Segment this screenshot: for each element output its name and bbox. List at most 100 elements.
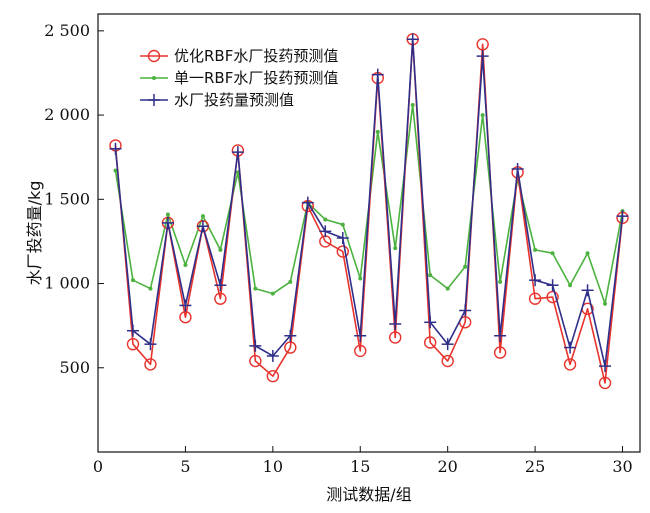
data-point	[550, 251, 555, 256]
data-point	[249, 339, 262, 352]
plot-frame	[97, 13, 641, 453]
data-point	[568, 283, 573, 288]
data-point	[126, 337, 140, 351]
data-point	[428, 273, 433, 278]
series-3	[109, 33, 629, 373]
data-point	[371, 68, 384, 81]
data-point	[389, 331, 402, 344]
data-point	[183, 263, 188, 268]
y-tick-label: 500	[59, 358, 90, 377]
data-point	[214, 279, 227, 292]
data-point	[336, 245, 349, 258]
data-point	[161, 216, 174, 229]
data-point	[389, 317, 402, 330]
data-point	[144, 338, 157, 351]
data-point	[445, 286, 450, 291]
data-point	[393, 246, 398, 251]
x-tick-label: 10	[263, 457, 283, 476]
legend-entry: 单一RBF水厂投药预测值	[140, 69, 338, 87]
y-tick-label: 1 500	[44, 189, 90, 208]
data-point	[603, 301, 608, 306]
data-point	[406, 33, 419, 46]
x-tick-label: 0	[93, 457, 103, 476]
data-point	[494, 329, 507, 342]
x-tick-label: 25	[525, 457, 545, 476]
data-point	[581, 284, 594, 297]
data-point	[459, 304, 472, 317]
data-point	[423, 336, 437, 349]
data-point	[253, 286, 258, 291]
data-point	[410, 102, 415, 107]
data-point	[113, 168, 118, 173]
data-point	[165, 212, 170, 217]
data-point	[144, 358, 157, 371]
data-point	[284, 341, 297, 354]
data-point	[218, 247, 223, 252]
x-tick-label: 15	[350, 457, 370, 476]
legend-label: 单一RBF水厂投药预测值	[174, 69, 338, 87]
data-point	[480, 113, 485, 118]
data-point	[463, 264, 468, 269]
data-point	[585, 251, 590, 256]
data-point	[179, 311, 192, 324]
data-point	[511, 162, 524, 175]
data-point	[249, 354, 262, 368]
data-point	[441, 338, 454, 351]
data-point	[598, 376, 612, 390]
data-point	[266, 369, 280, 383]
axes: 0 5 10 15 20 25 30 500 1 000 1 500 2 000 2 500	[44, 13, 641, 476]
y-tick-label: 1 000	[44, 274, 90, 293]
data-point	[179, 299, 192, 312]
data-point	[493, 346, 507, 359]
legend-entry: 优化RBF水厂投药预测值	[140, 47, 338, 65]
y-tick-label: 2 000	[44, 105, 90, 124]
data-point	[546, 279, 559, 292]
data-point	[599, 360, 612, 373]
legend-label: 水厂投药量预测值	[174, 91, 294, 109]
data-point	[214, 292, 227, 305]
data-point	[375, 129, 380, 134]
data-point	[563, 358, 577, 371]
data-point	[196, 220, 209, 233]
legend-marker	[147, 49, 161, 63]
y-tick-label: 2 500	[44, 21, 90, 40]
legend-entry: 水厂投药量预测值	[140, 91, 294, 109]
data-point	[336, 232, 349, 245]
data-point	[529, 274, 542, 287]
data-point	[533, 247, 538, 252]
data-point	[546, 290, 559, 304]
data-point	[616, 210, 629, 223]
data-point	[109, 142, 122, 155]
legend-marker	[148, 94, 160, 106]
data-point	[301, 196, 314, 209]
data-point	[498, 279, 503, 284]
data-point	[358, 276, 363, 281]
data-point	[476, 50, 489, 63]
data-point	[323, 217, 328, 222]
legend-label: 优化RBF水厂投药预测值	[174, 47, 338, 65]
y-axis-title: 水厂投药量/kg	[25, 181, 44, 286]
x-tick-label: 5	[180, 457, 190, 476]
data-point	[528, 292, 542, 305]
data-point	[424, 316, 437, 329]
data-point	[564, 341, 577, 354]
data-point	[288, 279, 293, 284]
data-point	[354, 344, 367, 358]
data-point	[130, 278, 135, 283]
x-tick-label: 20	[437, 457, 457, 476]
data-point	[270, 291, 275, 296]
data-point	[148, 286, 153, 291]
series-line	[114, 38, 624, 367]
data-point	[340, 222, 345, 227]
series-layer	[109, 33, 629, 390]
data-point	[354, 329, 367, 342]
data-point	[319, 225, 332, 238]
data-point	[266, 349, 279, 362]
data-point	[441, 354, 454, 368]
data-point	[284, 329, 297, 342]
x-tick-label: 30	[612, 457, 632, 476]
legend-marker	[152, 76, 156, 80]
data-point	[231, 146, 244, 159]
